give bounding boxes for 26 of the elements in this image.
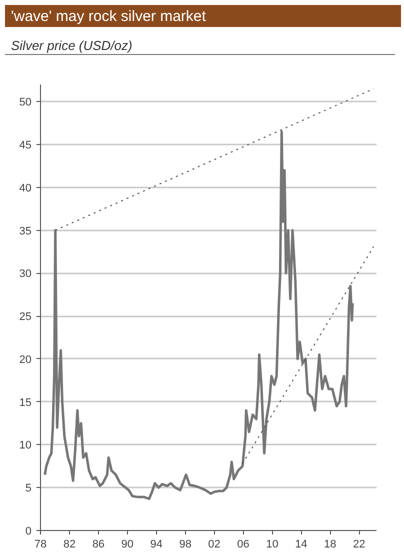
x-tick-label: 90	[121, 538, 134, 550]
chart-subtitle: Silver price (USD/oz)	[11, 37, 132, 55]
line-series	[44, 130, 354, 500]
x-tick-label: 10	[266, 538, 278, 550]
y-tick-label: 5	[25, 482, 32, 495]
x-tick-label: 22	[353, 538, 366, 550]
x-tick-label: 02	[208, 538, 220, 550]
y-tick-label: 10	[19, 440, 32, 452]
y-tick-label: 25	[19, 311, 32, 324]
y-tick-label: 15	[19, 396, 32, 409]
y-tick-label: 45	[19, 140, 32, 152]
x-tick-label: 06	[237, 538, 250, 550]
x-tick-label: 78	[34, 538, 47, 550]
y-tick-label: 0	[25, 526, 32, 538]
x-tick-label: 98	[179, 538, 192, 550]
x-tick-label: 18	[324, 538, 336, 550]
chart-title: 'wave' may rock silver market	[11, 7, 206, 27]
y-tick-label: 50	[19, 96, 32, 109]
y-tick-label: 40	[19, 182, 32, 194]
x-tick-label: 94	[150, 538, 162, 550]
y-tick-label: 20	[19, 354, 32, 366]
x-tick-label: 14	[295, 538, 308, 550]
y-tick-label: 30	[19, 268, 32, 280]
x-tick-label: 86	[92, 538, 105, 550]
y-tick-label: 35	[19, 225, 32, 238]
x-tick-label: 82	[63, 538, 76, 550]
